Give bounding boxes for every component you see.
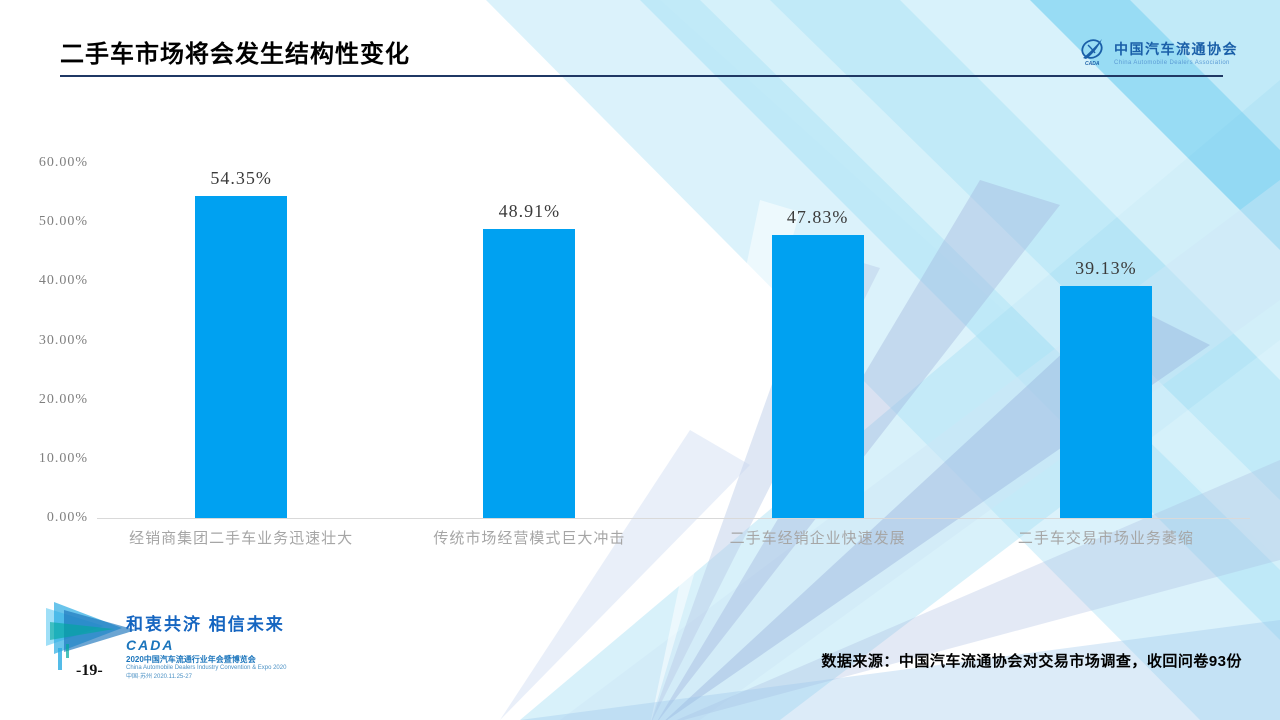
x-axis-categories: 经销商集团二手车业务迅速壮大 传统市场经营模式巨大冲击 二手车经销企业快速发展 二手车… <box>97 527 1250 548</box>
y-tick-label: 20.00% <box>38 391 88 407</box>
y-tick-label: 0.00% <box>46 510 88 525</box>
event-info: 中国·苏州 2020.11.25-27 <box>126 674 192 680</box>
title-underline <box>60 75 1223 77</box>
slide-title: 二手车市场将会发生结构性变化 <box>60 41 410 68</box>
bar-slot: 48.91% <box>385 163 673 518</box>
category-label: 传统市场经营模式巨大冲击 <box>433 531 626 547</box>
y-tick-label: 60.00% <box>38 155 88 170</box>
cada-wordmark: CADA <box>126 637 175 653</box>
bar-slot: 54.35% <box>97 163 385 518</box>
bar-value-label: 48.91% <box>498 200 561 221</box>
category-label: 二手车交易市场业务萎缩 <box>1017 531 1194 547</box>
y-axis: 60.00% 50.00% 40.00% 30.00% 20.00% 10.00% 0.00… <box>18 155 88 525</box>
y-tick-label: 30.00% <box>38 332 88 348</box>
cada-arrow-logo <box>46 602 136 670</box>
bar <box>771 235 864 518</box>
event-title-cn: 2020中国汽车流通行业年会暨博览会 <box>126 655 256 664</box>
x-axis-line <box>97 518 1250 519</box>
bar <box>195 196 288 518</box>
data-source-note: 数据来源：中国汽车流通协会对交易市场调查，收回问卷93份 <box>821 653 1242 670</box>
bar <box>1059 286 1152 518</box>
association-logo: CADA 中国汽车流通协会 China Automobile Dealers A… <box>1076 36 1238 68</box>
bar-value-label: 47.83% <box>786 207 849 227</box>
bar-value-label: 39.13% <box>1075 258 1137 279</box>
y-tick-label: 10.00% <box>38 450 88 466</box>
bar-value-label: 54.35% <box>210 168 272 189</box>
bar-slot: 39.13% <box>962 163 1250 518</box>
event-branding: 和衷共济 相信未来 CADA 2020中国汽车流通行业年会暨博览会 China … <box>126 610 286 680</box>
bar <box>483 228 576 518</box>
plot-area: 54.35% 48.91% 47.83% 39.13% <box>97 163 1250 518</box>
association-name-en: China Automobile Dealers Association <box>1114 59 1230 66</box>
cada-emblem-icon: CADA <box>1081 39 1103 67</box>
association-name: 中国汽车流通协会 China Automobile Dealers Associ… <box>1114 39 1238 66</box>
y-tick-label: 50.00% <box>38 214 88 230</box>
category-label: 二手车经销企业快速发展 <box>729 531 906 547</box>
association-name-cn: 中国汽车流通协会 <box>1114 40 1238 57</box>
category-label: 经销商集团二手车业务迅速壮大 <box>129 531 354 547</box>
event-title-en: China Automobile Dealers Industry Conven… <box>126 665 287 671</box>
y-tick-label: 40.00% <box>38 273 88 289</box>
svg-text:CADA: CADA <box>1085 61 1100 67</box>
event-slogan: 和衷共济 相信未来 <box>126 615 285 634</box>
bar-slot: 47.83% <box>674 163 962 518</box>
page-number: -19- <box>76 662 103 679</box>
